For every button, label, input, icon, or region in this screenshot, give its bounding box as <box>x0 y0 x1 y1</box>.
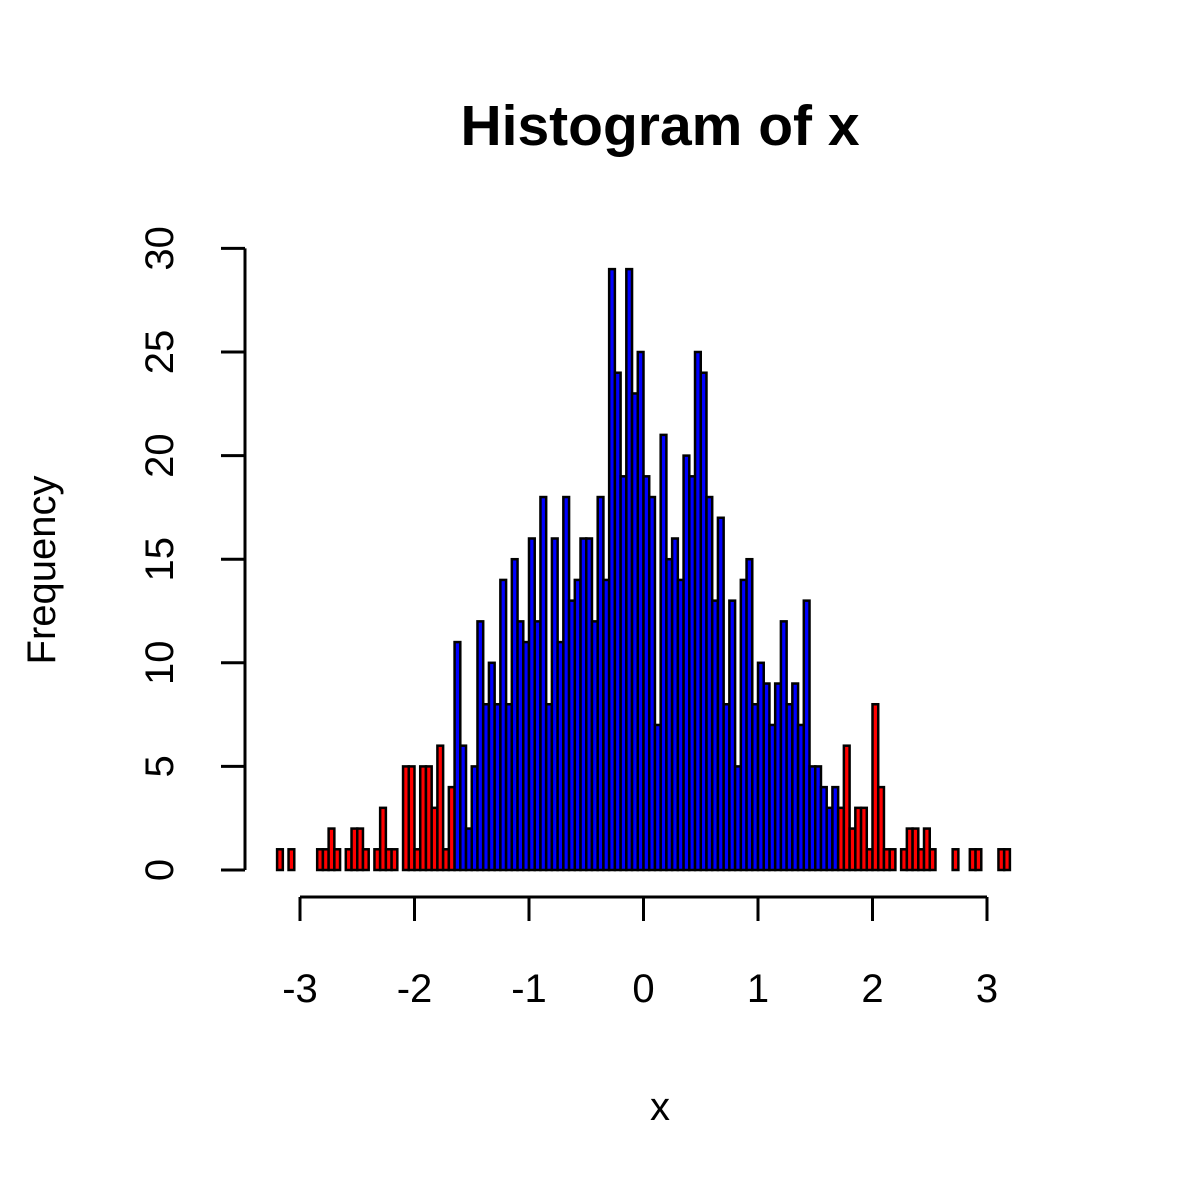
x-tick-label: 2 <box>861 967 883 1011</box>
histogram-bar <box>802 599 811 872</box>
y-tick-label: 20 <box>138 433 182 478</box>
histogram-bar <box>928 848 937 872</box>
histogram-bar <box>888 848 897 872</box>
histogram-bar <box>436 744 445 872</box>
histogram-bar <box>859 806 869 872</box>
histogram-bar <box>407 765 416 872</box>
x-tick-label: 0 <box>632 967 654 1011</box>
histogram-bar <box>539 495 548 872</box>
histogram-bar <box>378 806 388 872</box>
histogram-bar <box>361 848 370 872</box>
histogram-bar <box>876 785 886 872</box>
chart-title: Histogram of x <box>460 94 859 158</box>
histogram-bar <box>333 848 342 872</box>
histogram-bar <box>275 848 285 872</box>
x-axis-label: x <box>650 1085 670 1129</box>
x-tick-label: 1 <box>747 967 769 1011</box>
histogram-bar <box>842 744 851 872</box>
x-tick-label: 3 <box>976 967 998 1011</box>
histogram-bar <box>1002 848 1012 872</box>
histogram-bar <box>459 744 468 872</box>
y-tick-label: 0 <box>138 859 182 881</box>
x-tick-label: -3 <box>282 967 318 1011</box>
y-tick-label: 5 <box>138 755 182 777</box>
histogram-bar <box>951 848 960 872</box>
y-axis: 0 5 10 15 20 25 30 <box>138 226 247 881</box>
x-tick-label: -1 <box>511 967 547 1011</box>
histogram-bar <box>287 848 296 872</box>
histogram-bar <box>716 516 725 872</box>
x-axis: -3 -2 -1 0 1 2 3 <box>282 895 998 1011</box>
y-tick-label: 25 <box>138 330 182 375</box>
x-tick-label: -2 <box>397 967 433 1011</box>
histogram-bar <box>974 848 983 872</box>
bars-group <box>275 267 1012 872</box>
histogram-bar <box>647 495 657 872</box>
histogram-bar <box>390 848 399 872</box>
histogram-bar <box>728 599 737 872</box>
y-axis-label: Frequency <box>20 476 64 665</box>
y-tick-label: 15 <box>138 537 182 582</box>
y-tick-label: 30 <box>138 226 182 271</box>
y-tick-label: 10 <box>138 641 182 686</box>
